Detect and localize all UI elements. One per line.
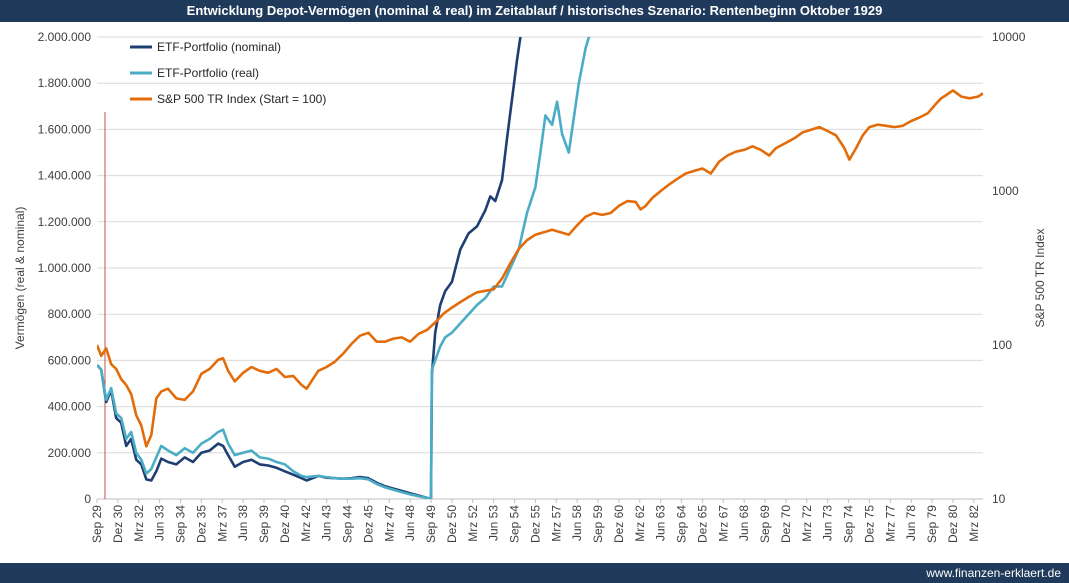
left-tick-label: 1.200.000 [38, 215, 92, 229]
left-tick-label: 1.000.000 [38, 261, 92, 275]
x-tick-label: Mrz 47 [382, 505, 396, 542]
x-tick-label: Dez 80 [946, 505, 960, 543]
x-tick-label: Dez 60 [612, 505, 626, 543]
x-tick-label: Sep 79 [925, 505, 939, 543]
left-tick-label: 1.600.000 [38, 122, 92, 136]
x-tick-label: Sep 39 [257, 505, 271, 543]
x-tick-label: Dez 45 [361, 505, 375, 543]
chart-title: Entwicklung Depot-Vermögen (nominal & re… [186, 3, 883, 18]
x-tick-label: Mrz 42 [299, 505, 313, 542]
x-tick-label: Mrz 77 [883, 505, 897, 542]
x-tick-label: Dez 50 [445, 505, 459, 543]
x-axis-ticks: Sep 29 Dez 30 Mrz 32 Jun 33 Sep 34 Dez 35 Mrz … [90, 499, 981, 543]
x-tick-label: Mrz 52 [466, 505, 480, 542]
x-tick-label: Jun 53 [487, 505, 501, 541]
x-tick-label: Mrz 57 [549, 505, 563, 542]
x-tick-label: Dez 55 [528, 505, 542, 543]
chart-title-bar: Entwicklung Depot-Vermögen (nominal & re… [0, 0, 1069, 22]
right-tick-label: 100 [992, 338, 1012, 352]
x-tick-label: Jun 63 [654, 505, 668, 541]
x-tick-label: Dez 40 [278, 505, 292, 543]
left-axis-label: Vermögen (real & nominal) [13, 207, 27, 350]
x-tick-label: Dez 30 [111, 505, 125, 543]
left-tick-label: 2.000.000 [38, 30, 92, 44]
footer-bar: www.finanzen-erklaert.de [0, 563, 1069, 583]
x-tick-label: Mrz 62 [633, 505, 647, 542]
left-tick-label: 800.000 [48, 307, 92, 321]
x-tick-label: Sep 29 [90, 505, 104, 543]
x-tick-label: Sep 44 [341, 505, 355, 543]
x-tick-label: Sep 74 [842, 505, 856, 543]
legend-label: ETF-Portfolio (nominal) [157, 40, 281, 54]
legend-label: S&P 500 TR Index (Start = 100) [157, 92, 326, 106]
x-tick-label: Jun 33 [153, 505, 167, 541]
x-tick-label: Dez 65 [695, 505, 709, 543]
right-tick-label: 1000 [992, 184, 1019, 198]
left-axis-ticks: 0 200.000 400.000 600.000 800.000 1.000.000 1.… [38, 30, 92, 506]
x-tick-label: Jun 43 [320, 505, 334, 541]
x-tick-label: Dez 75 [862, 505, 876, 543]
footer-website-link[interactable]: www.finanzen-erklaert.de [926, 566, 1061, 580]
series-line-1 [97, 37, 522, 499]
right-tick-label: 10 [992, 492, 1006, 506]
x-tick-label: Jun 78 [904, 505, 918, 541]
x-tick-label: Sep 34 [174, 505, 188, 543]
x-tick-label: Mrz 82 [967, 505, 981, 542]
legend-label: ETF-Portfolio (real) [157, 66, 259, 80]
x-tick-label: Sep 54 [508, 505, 522, 543]
x-tick-label: Sep 69 [758, 505, 772, 543]
right-tick-label: 10000 [992, 30, 1026, 44]
x-tick-label: Jun 48 [403, 505, 417, 541]
gridlines [97, 36, 983, 454]
x-tick-label: Jun 58 [570, 505, 584, 541]
left-tick-label: 1.800.000 [38, 76, 92, 90]
series-line-3 [97, 89, 983, 448]
left-tick-label: 400.000 [48, 400, 92, 414]
x-tick-label: Mrz 72 [800, 505, 814, 542]
x-tick-label: Mrz 37 [215, 505, 229, 542]
left-tick-label: 1.400.000 [38, 169, 92, 183]
x-tick-label: Jun 73 [821, 505, 835, 541]
x-tick-label: Dez 35 [194, 505, 208, 543]
x-tick-label: Sep 64 [675, 505, 689, 543]
x-tick-label: Sep 49 [424, 505, 438, 543]
right-axis-ticks: 10 100 1000 10000 [992, 30, 1026, 506]
x-tick-label: Dez 70 [779, 505, 793, 543]
chart-svg: 0 200.000 400.000 600.000 800.000 1.000.000 1.… [13, 30, 1047, 543]
x-tick-label: Sep 59 [591, 505, 605, 543]
x-tick-label: Jun 68 [737, 505, 751, 541]
left-tick-label: 0 [84, 492, 91, 506]
left-tick-label: 200.000 [48, 446, 92, 460]
x-tick-label: Mrz 32 [132, 505, 146, 542]
x-tick-label: Mrz 67 [716, 505, 730, 542]
series-line-2 [97, 37, 591, 499]
series-lines [97, 37, 983, 499]
right-axis-label: S&P 500 TR Index [1033, 229, 1047, 328]
legend: ETF-Portfolio (nominal) ETF-Portfolio (re… [130, 40, 326, 106]
left-tick-label: 600.000 [48, 353, 92, 367]
x-tick-label: Jun 38 [236, 505, 250, 541]
